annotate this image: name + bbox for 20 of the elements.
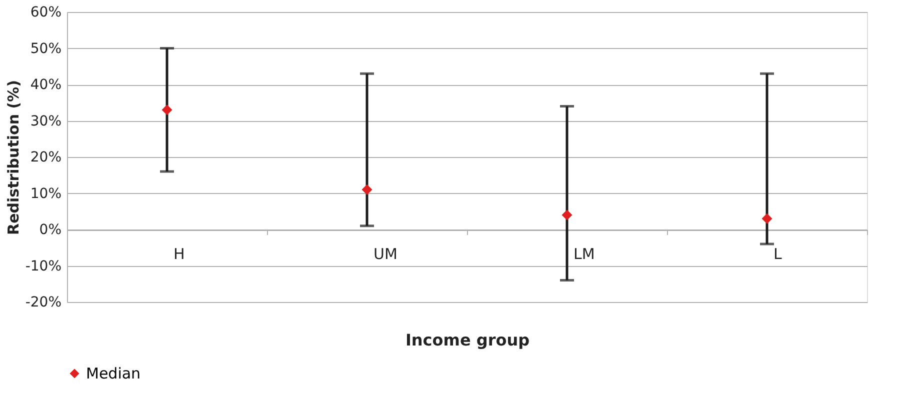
x-tick-label: H [174,245,185,263]
y-tick-label: 10% [30,186,62,202]
y-tick-label: 40% [30,77,62,93]
y-tick-label: 60% [30,4,62,20]
point [162,104,172,116]
point [362,184,372,195]
x-axis-title: Income group [405,330,530,350]
point [562,210,572,220]
y-axis-title: Redistribution (%) [4,80,22,235]
x-tick-label: LM [574,245,595,263]
y-tick-label: 0% [39,222,62,238]
x-tick-label: L [774,245,782,263]
x-tick-label: UM [374,245,398,263]
y-tick-label: 30% [30,113,62,130]
y-tick-label: -20% [25,294,62,310]
y-tick-label: 50% [30,40,62,57]
y-tick-label: -10% [25,258,62,274]
y-tick-label: 20% [30,150,62,166]
point [762,213,772,224]
legend-label: Median [86,364,141,382]
